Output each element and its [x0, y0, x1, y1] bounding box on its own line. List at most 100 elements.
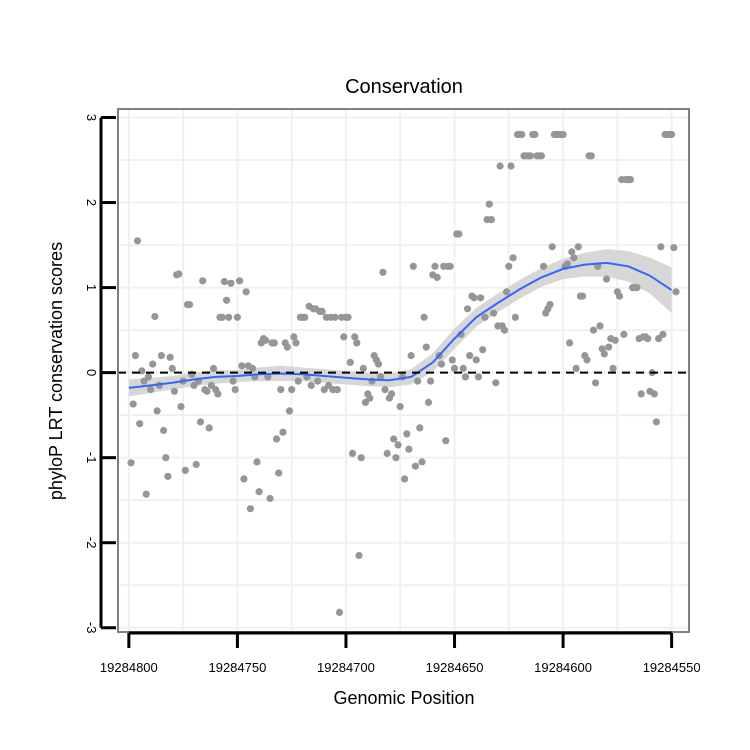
data-point: [407, 352, 415, 360]
x-tick-label: 19284600: [534, 660, 592, 675]
data-point: [203, 387, 211, 395]
data-point: [611, 336, 619, 344]
data-point: [153, 407, 161, 415]
data-point: [314, 377, 322, 385]
data-point: [531, 130, 539, 139]
data-point: [218, 313, 226, 321]
data-point: [559, 130, 567, 139]
data-point: [446, 262, 454, 270]
data-point: [390, 435, 398, 443]
data-point: [307, 381, 315, 389]
data-point: [136, 420, 144, 428]
data-point: [500, 326, 509, 334]
data-point: [266, 494, 274, 503]
data-point: [592, 379, 600, 387]
data-point: [262, 336, 270, 344]
data-point: [605, 343, 613, 351]
data-point: [481, 313, 489, 321]
data-point: [633, 284, 641, 292]
data-point: [563, 260, 572, 268]
data-point: [652, 418, 661, 426]
data-point: [294, 377, 302, 385]
data-point: [238, 362, 246, 370]
chart-title: Conservation: [345, 76, 463, 98]
y-tick-label: 3: [84, 114, 99, 121]
data-point: [181, 466, 189, 474]
data-point: [192, 460, 200, 469]
data-point: [600, 350, 608, 358]
data-point: [526, 152, 535, 160]
x-tick-label: 19284750: [208, 660, 266, 675]
data-point: [405, 445, 413, 453]
data-point: [175, 270, 183, 278]
data-point: [164, 472, 172, 480]
data-point: [279, 428, 287, 436]
data-point: [283, 343, 291, 351]
y-axis: -3 -2 -1 0 1 2 3: [84, 114, 116, 633]
data-point: [379, 268, 387, 276]
data-point: [333, 386, 341, 394]
data-point: [411, 462, 419, 470]
data-point: [479, 346, 487, 354]
data-point: [353, 339, 361, 347]
data-point: [351, 333, 359, 341]
data-point: [672, 288, 680, 296]
data-point: [583, 356, 591, 364]
data-point: [355, 551, 363, 560]
data-point: [566, 339, 574, 347]
data-point: [292, 339, 300, 347]
data-point: [253, 458, 261, 466]
data-point: [127, 459, 135, 467]
data-point: [503, 288, 511, 296]
data-point: [568, 248, 576, 256]
data-point: [485, 200, 493, 208]
data-point: [414, 377, 422, 385]
data-point: [290, 333, 298, 341]
y-tick-label: 0: [84, 369, 99, 376]
data-point: [548, 243, 556, 251]
confidence-band-layer: [128, 249, 672, 397]
data-point: [246, 505, 254, 513]
data-point: [177, 403, 185, 411]
data-point: [657, 243, 665, 251]
smooth-fit-layer: [128, 261, 673, 389]
data-point: [225, 313, 233, 321]
x-axis-title: Genomic Position: [333, 688, 474, 708]
data-point: [472, 356, 480, 364]
data-point: [272, 435, 281, 443]
data-point: [381, 386, 389, 394]
data-point: [463, 305, 472, 313]
data-point: [144, 373, 152, 381]
data-point: [236, 277, 244, 285]
data-point: [231, 386, 239, 394]
data-point: [509, 254, 517, 262]
data-point: [186, 301, 194, 309]
data-point: [466, 352, 474, 360]
data-point: [442, 437, 450, 445]
data-point: [346, 358, 354, 366]
data-point: [335, 608, 344, 617]
data-point: [377, 373, 385, 381]
data-point: [492, 379, 500, 387]
data-point: [227, 279, 235, 287]
data-point: [546, 301, 554, 309]
data-point: [572, 364, 580, 372]
data-point: [470, 294, 478, 302]
data-point: [659, 330, 667, 338]
data-point: [448, 356, 456, 364]
data-point: [433, 273, 441, 281]
data-point: [427, 377, 435, 385]
data-point: [477, 294, 485, 302]
data-point: [220, 278, 228, 286]
data-point: [596, 322, 604, 330]
y-tick-label: -2: [84, 537, 99, 549]
data-point: [668, 130, 676, 139]
data-point: [366, 394, 374, 402]
data-point: [424, 398, 433, 406]
data-point: [270, 339, 278, 347]
data-point: [570, 254, 578, 262]
data-point: [142, 490, 150, 498]
y-tick-label: 2: [84, 199, 99, 206]
data-point: [418, 458, 426, 466]
data-point: [507, 162, 515, 170]
